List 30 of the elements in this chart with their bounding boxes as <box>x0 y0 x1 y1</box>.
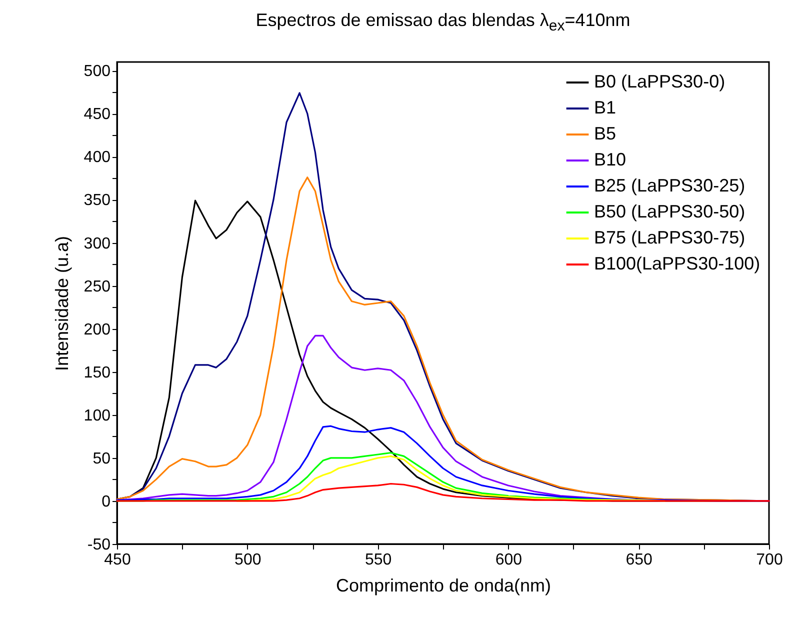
chart-title: Espectros de emissao das blendas λ$_{ex}$=410nm <box>254 10 632 35</box>
y-tick-label: 50 <box>92 450 111 468</box>
x-tick-label: 500 <box>234 552 262 568</box>
y-tick-label: 0 <box>102 493 111 510</box>
legend-label: B100(LaPPS30-100) <box>594 254 760 274</box>
legend-label: B75 (LaPPS30-75) <box>594 228 746 248</box>
y-tick-label: 450 <box>84 106 111 124</box>
x-tick-label: 650 <box>626 552 653 568</box>
y-tick-label: -50 <box>87 536 111 554</box>
x-tick-label: 700 <box>756 552 783 568</box>
legend-label: B0 (LaPPS30-0) <box>594 72 726 92</box>
y-tick-label: 250 <box>84 278 111 296</box>
legend-label: B10 <box>594 150 626 170</box>
y-axis-title: Intensidade (u.a) <box>52 236 72 372</box>
x-tick-label: 550 <box>364 552 392 568</box>
y-tick-label: 150 <box>84 364 111 382</box>
x-tick-label: 600 <box>495 552 522 568</box>
x-tick-label: 450 <box>104 552 131 568</box>
legend-label: B25 (LaPPS30-25) <box>594 176 746 196</box>
y-tick-label: 200 <box>84 321 111 338</box>
x-axis-title: Comprimento de onda(nm) <box>336 576 552 596</box>
y-tick-label: 350 <box>84 192 111 210</box>
y-tick-label: 100 <box>84 407 111 424</box>
legend-label: B1 <box>594 98 616 118</box>
y-tick-label: 400 <box>84 149 111 166</box>
legend-label: B5 <box>594 124 616 144</box>
line-series <box>116 482 770 502</box>
legend-label: B50 (LaPPS30-50) <box>594 202 746 222</box>
y-tick-label: 500 <box>84 63 111 80</box>
y-tick-label: 300 <box>84 235 111 252</box>
